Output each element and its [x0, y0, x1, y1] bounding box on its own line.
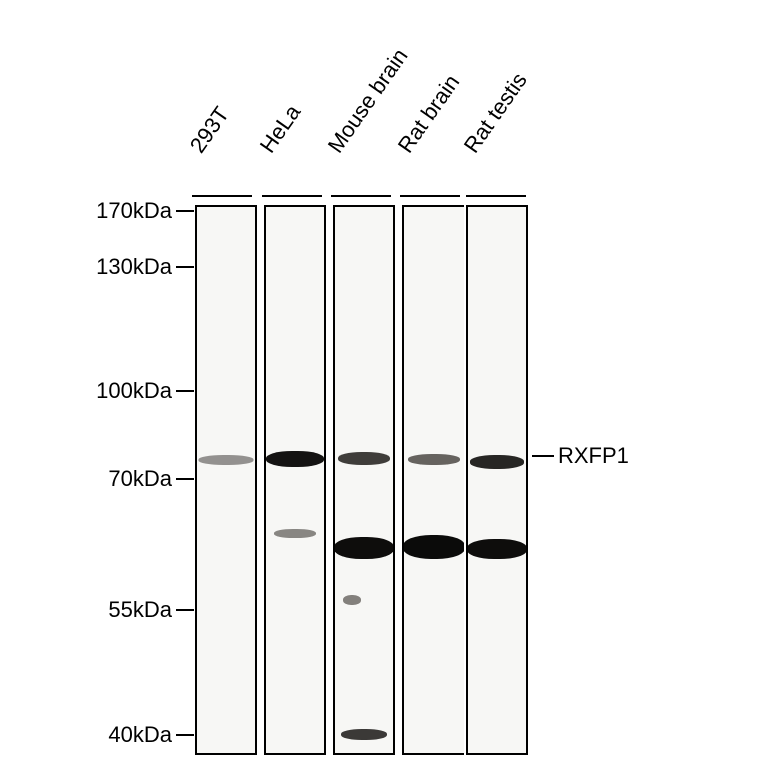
mw-marker-70: 70kDa [68, 466, 172, 492]
band [274, 529, 316, 538]
mw-marker-130: 130kDa [68, 254, 172, 280]
band [403, 535, 464, 559]
band [343, 595, 361, 605]
band [338, 452, 390, 465]
lane-hela [264, 205, 326, 755]
mw-marker-55: 55kDa [68, 597, 172, 623]
band [266, 451, 324, 467]
western-blot: 293T HeLa Mouse brain Rat brain Rat test… [80, 40, 720, 740]
band [470, 455, 524, 469]
lane-label-rat-brain: Rat brain [393, 70, 466, 158]
lane-293t [195, 205, 257, 755]
target-label-rxfp1: RXFP1 [558, 443, 629, 469]
mw-tick [176, 390, 194, 392]
mw-tick [176, 734, 194, 736]
lane-label-rat-testis: Rat testis [459, 68, 533, 158]
lane-label-hela: HeLa [255, 100, 306, 158]
lane-underline [400, 195, 460, 197]
lane-underline [331, 195, 391, 197]
lane-underline [466, 195, 526, 197]
band [467, 539, 527, 559]
lane-mouse-brain [333, 205, 395, 755]
band [341, 729, 387, 740]
mw-tick [176, 266, 194, 268]
mw-tick [176, 210, 194, 212]
mw-tick [176, 609, 194, 611]
lane-underline [262, 195, 322, 197]
mw-marker-170: 170kDa [68, 198, 172, 224]
band [408, 454, 460, 465]
mw-tick [176, 478, 194, 480]
target-tick [532, 455, 554, 457]
mw-marker-40: 40kDa [68, 722, 172, 748]
band [334, 537, 394, 559]
lane-underline [192, 195, 252, 197]
lane-rat-brain [402, 205, 464, 755]
band [199, 455, 254, 465]
mw-marker-100: 100kDa [68, 378, 172, 404]
lane-rat-testis [466, 205, 528, 755]
lane-label-293t: 293T [185, 102, 235, 158]
